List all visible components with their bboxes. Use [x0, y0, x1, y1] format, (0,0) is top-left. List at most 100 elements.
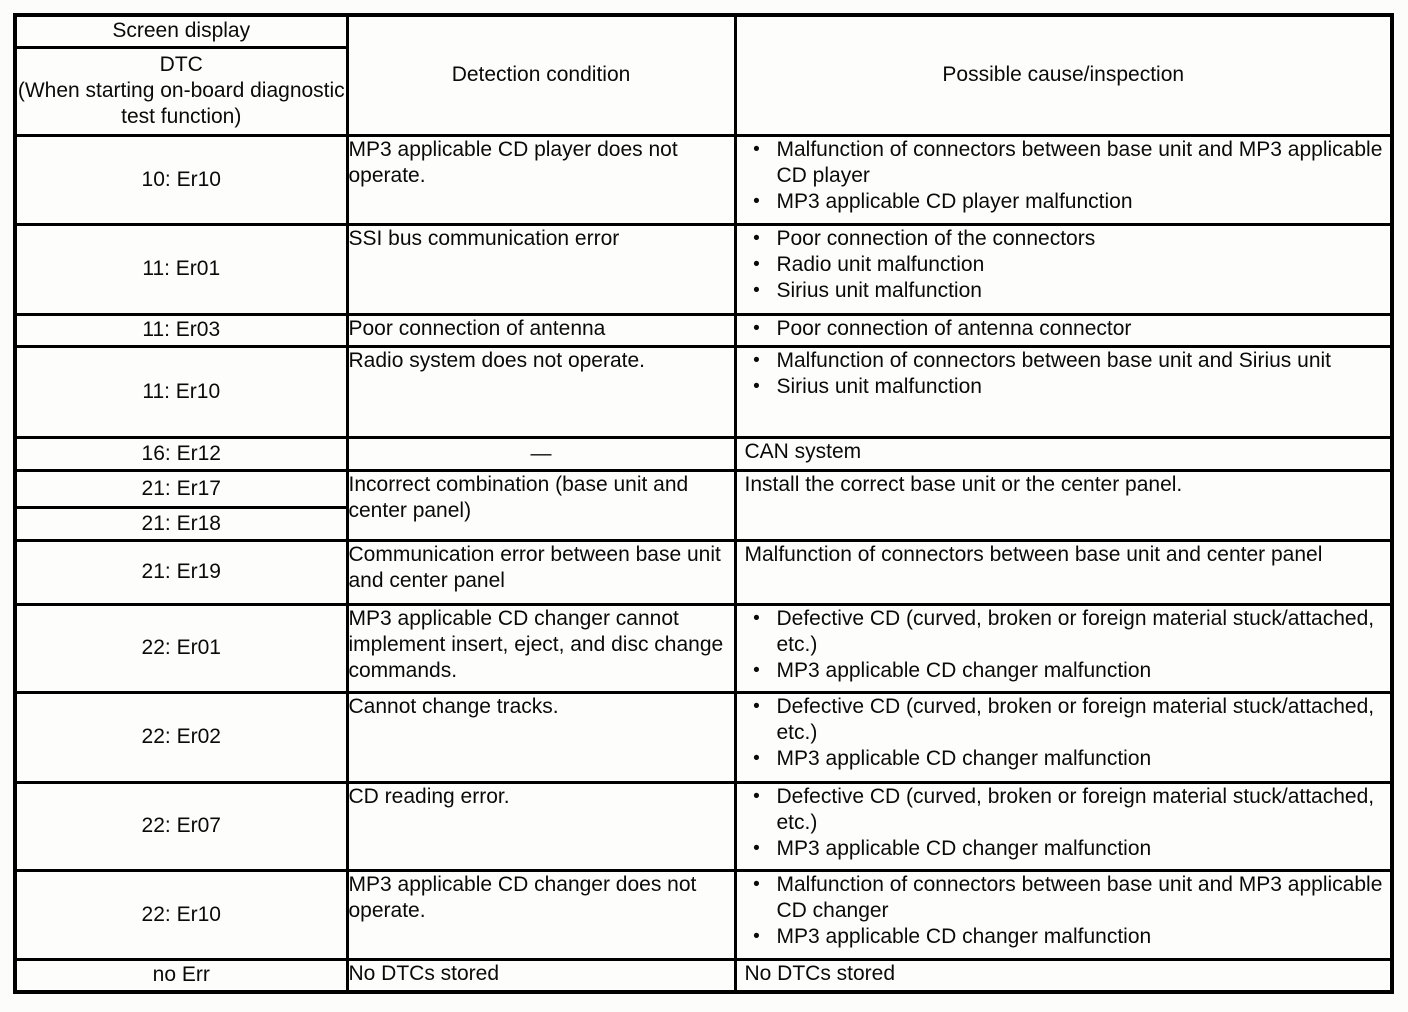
cause-bullet-item: • Defective CD (curved, broken or foreign… — [738, 784, 1389, 836]
cause-bullet-item: • MP3 applicable CD changer malfunction — [738, 746, 1389, 772]
cause-bullet-item: • Defective CD (curved, broken or foreign… — [738, 694, 1389, 746]
cause-bullet-item: • Defective CD (curved, broken or foreign… — [738, 606, 1389, 658]
cause-cell: • Defective CD (curved, broken or foreign… — [733, 690, 1394, 784]
dtc-cell: 21: Er17 — [13, 468, 349, 509]
table-row: 11: Er03 Poor connection of antenna • Poo… — [13, 312, 1394, 348]
cause-text: Sirius unit malfunction — [776, 278, 982, 302]
header-dtc: DTC (When starting on-board diagnostic t… — [13, 45, 349, 137]
detection-cell: Cannot change tracks. — [345, 690, 737, 784]
dtc-cell: 11: Er03 — [13, 312, 349, 348]
dtc-cell: 22: Er10 — [13, 868, 349, 961]
cause-text: MP3 applicable CD changer malfunction — [776, 746, 1152, 770]
bullet-icon: • — [753, 227, 760, 249]
cause-bullet-item: • Poor connection of the connectors — [738, 226, 1389, 252]
dtc-cell: 21: Er19 — [13, 538, 349, 606]
cause-text: MP3 applicable CD changer malfunction — [776, 924, 1152, 948]
table-row: 22: Er07 CD reading error. • Defective CD… — [13, 780, 1394, 872]
dtc-cell: 22: Er07 — [13, 780, 349, 872]
dtc-cell: 11: Er10 — [13, 344, 349, 439]
cause-text: Poor connection of antenna connector — [776, 316, 1132, 340]
cause-cell: • Malfunction of connectors between base … — [733, 344, 1394, 439]
bullet-icon: • — [753, 349, 760, 371]
detection-cell: Radio system does not operate. — [345, 344, 737, 439]
dtc-cell: 22: Er01 — [13, 602, 349, 694]
table-row: 21: Er18 — [13, 505, 1392, 542]
detection-cell: Communication error between base unit an… — [345, 538, 737, 606]
dtc-cell: 16: Er12 — [13, 435, 349, 472]
detection-cell: CD reading error. — [345, 780, 737, 872]
cause-bullet-item: • MP3 applicable CD changer malfunction — [738, 836, 1389, 862]
dtc-cell: 21: Er18 — [13, 505, 349, 542]
bullet-icon: • — [753, 785, 760, 807]
header-detection-condition: Detection condition — [345, 13, 737, 137]
cause-text: Poor connection of the connectors — [776, 226, 1096, 250]
bullet-icon: • — [753, 190, 760, 212]
dtc-cell: 11: Er01 — [13, 222, 349, 316]
cause-cell: • Malfunction of connectors between base … — [733, 868, 1394, 961]
bullet-icon: • — [753, 279, 760, 301]
cause-cell: • Defective CD (curved, broken or foreign… — [733, 602, 1394, 694]
cause-cell: Install the correct base unit or the cen… — [733, 468, 1394, 542]
detection-cell: MP3 applicable CD player does not operat… — [345, 133, 737, 226]
dtc-cell: 10: Er10 — [13, 133, 349, 226]
cause-bullet-item: • Radio unit malfunction — [738, 252, 1389, 278]
cause-text: No DTCs stored — [744, 961, 896, 985]
cause-text: Install the correct base unit or the cen… — [744, 472, 1183, 496]
table-row: 22: Er01 MP3 applicable CD changer canno… — [13, 602, 1394, 694]
bullet-icon: • — [753, 317, 760, 339]
table-row: 22: Er02 Cannot change tracks. • Defectiv… — [13, 690, 1394, 784]
cause-text: MP3 applicable CD changer malfunction — [776, 658, 1152, 682]
cause-text: Defective CD (curved, broken or foreign … — [776, 694, 1375, 744]
bullet-icon: • — [753, 925, 760, 947]
cause-cell: • Poor connection of antenna connector — [733, 312, 1394, 348]
bullet-icon: • — [753, 837, 760, 859]
cause-bullet-item: • Malfunction of connectors between base … — [738, 348, 1389, 374]
detection-cell: MP3 applicable CD changer does not opera… — [345, 868, 737, 961]
bullet-icon: • — [753, 375, 760, 397]
table-row: 11: Er10 Radio system does not operate. … — [13, 344, 1394, 439]
header-row-1: Screen display Detection condition Possi… — [13, 13, 1394, 137]
cause-cell: No DTCs stored — [733, 957, 1394, 994]
cause-text: Malfunction of connectors between base u… — [776, 137, 1383, 187]
cause-text: CAN system — [744, 439, 862, 463]
cause-text: Sirius unit malfunction — [776, 374, 982, 398]
cause-cell: Malfunction of connectors between base u… — [733, 538, 1394, 606]
cause-text: Defective CD (curved, broken or foreign … — [776, 606, 1375, 656]
bullet-icon: • — [753, 138, 760, 160]
cause-text: Malfunction of connectors between base u… — [776, 872, 1383, 922]
table-row: 16: Er12 — CAN system — [13, 435, 1394, 472]
cause-bullet-item: • MP3 applicable CD player malfunction — [738, 189, 1389, 215]
cause-bullet-item: • MP3 applicable CD changer malfunction — [738, 658, 1389, 684]
detection-cell: Poor connection of antenna — [345, 312, 737, 348]
table-row: no Err No DTCs stored No DTCs stored — [13, 957, 1394, 994]
header-screen-display: Screen display — [13, 13, 349, 49]
cause-text: Malfunction of connectors between base u… — [776, 348, 1332, 372]
bullet-icon: • — [753, 695, 760, 717]
cause-text: MP3 applicable CD player malfunction — [776, 189, 1133, 213]
cause-text: Defective CD (curved, broken or foreign … — [776, 784, 1375, 834]
cause-bullet-item: • Sirius unit malfunction — [738, 278, 1389, 304]
cause-bullet-item: • MP3 applicable CD changer malfunction — [738, 924, 1389, 950]
cause-bullet-item: • Sirius unit malfunction — [738, 374, 1389, 400]
cause-text: MP3 applicable CD changer malfunction — [776, 836, 1152, 860]
bullet-icon: • — [753, 747, 760, 769]
cause-text: Malfunction of connectors between base u… — [744, 542, 1323, 566]
header-row-2: DTC (When starting on-board diagnostic t… — [13, 45, 1392, 137]
dtc-diagnostic-table: Screen display Detection condition Possi… — [13, 13, 1394, 994]
cause-text: Radio unit malfunction — [776, 252, 985, 276]
table-row: 21: Er17 Incorrect combination (base uni… — [13, 468, 1394, 542]
detection-cell: MP3 applicable CD changer cannot impleme… — [345, 602, 737, 694]
cause-bullet-item: • Malfunction of connectors between base … — [738, 872, 1389, 924]
cause-cell: CAN system — [733, 435, 1394, 472]
dtc-cell: 22: Er02 — [13, 690, 349, 784]
cause-bullet-item: • Poor connection of antenna connector — [738, 316, 1389, 342]
detection-cell: No DTCs stored — [345, 957, 737, 994]
detection-cell: — — [345, 435, 737, 472]
table-row: 11: Er01 SSI bus communication error • Po… — [13, 222, 1394, 316]
table-row: 10: Er10 MP3 applicable CD player does n… — [13, 133, 1394, 226]
dtc-cell: no Err — [13, 957, 349, 994]
header-possible-cause: Possible cause/inspection — [733, 13, 1394, 137]
cause-cell: • Poor connection of the connectors • Radi… — [733, 222, 1394, 316]
cause-cell: • Malfunction of connectors between base … — [733, 133, 1394, 226]
